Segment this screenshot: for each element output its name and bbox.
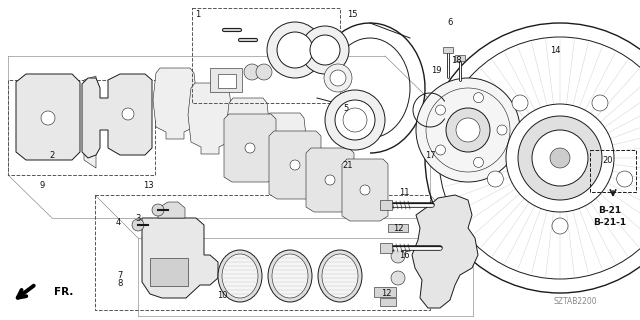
Polygon shape [153, 68, 197, 139]
Circle shape [335, 100, 375, 140]
Bar [380, 200, 392, 210]
Polygon shape [306, 148, 354, 212]
Circle shape [506, 104, 614, 212]
Circle shape [310, 35, 340, 65]
Polygon shape [158, 202, 185, 218]
Text: SZTAB2200: SZTAB2200 [553, 298, 597, 307]
Circle shape [256, 64, 272, 80]
Polygon shape [412, 195, 478, 308]
Circle shape [416, 78, 520, 182]
Polygon shape [226, 98, 270, 169]
Circle shape [617, 171, 633, 187]
Bar [380, 243, 392, 253]
Bar [388, 224, 408, 232]
Bar [374, 287, 396, 297]
Ellipse shape [272, 254, 308, 298]
Circle shape [446, 108, 490, 152]
Circle shape [487, 171, 503, 187]
Circle shape [244, 64, 260, 80]
Bar [380, 298, 396, 306]
Text: 6: 6 [447, 18, 452, 27]
Bar [192, 8, 340, 103]
Circle shape [360, 185, 370, 195]
Polygon shape [224, 114, 276, 182]
Text: 16: 16 [399, 252, 410, 260]
Text: 10: 10 [217, 291, 227, 300]
Text: 4: 4 [115, 218, 120, 227]
Circle shape [391, 271, 405, 285]
Text: 3: 3 [135, 213, 141, 222]
Circle shape [518, 116, 602, 200]
Circle shape [122, 108, 134, 120]
Ellipse shape [222, 254, 258, 298]
Circle shape [152, 204, 164, 216]
Text: 7: 7 [117, 270, 123, 279]
Bar [455, 55, 465, 61]
Circle shape [532, 130, 588, 186]
Circle shape [325, 90, 385, 150]
Text: 9: 9 [40, 180, 45, 189]
Polygon shape [188, 83, 232, 154]
Text: 1: 1 [195, 10, 200, 19]
Text: 8: 8 [117, 278, 123, 287]
Circle shape [391, 249, 405, 263]
Circle shape [497, 125, 507, 135]
Bar [218, 74, 236, 88]
Ellipse shape [318, 250, 362, 302]
Text: 11: 11 [399, 188, 409, 196]
Text: 2: 2 [49, 150, 54, 159]
Polygon shape [84, 76, 96, 168]
Bar [150, 258, 188, 286]
Circle shape [301, 26, 349, 74]
Circle shape [132, 219, 144, 231]
Text: 13: 13 [143, 180, 154, 189]
Polygon shape [263, 113, 307, 184]
Text: 15: 15 [347, 10, 357, 19]
Text: 20: 20 [603, 156, 613, 164]
Circle shape [277, 32, 313, 68]
Circle shape [592, 95, 608, 111]
Text: 19: 19 [431, 66, 441, 75]
Bar [210, 68, 242, 92]
Circle shape [435, 145, 445, 155]
Circle shape [512, 95, 528, 111]
Text: FR.: FR. [54, 287, 74, 297]
Polygon shape [16, 74, 80, 160]
Text: 18: 18 [451, 55, 461, 65]
Circle shape [456, 118, 480, 142]
Circle shape [290, 160, 300, 170]
Circle shape [41, 111, 55, 125]
Circle shape [267, 22, 323, 78]
Circle shape [245, 143, 255, 153]
Text: 5: 5 [344, 103, 349, 113]
Circle shape [474, 157, 483, 167]
Circle shape [330, 70, 346, 86]
Circle shape [552, 218, 568, 234]
Polygon shape [142, 218, 218, 298]
Polygon shape [82, 74, 152, 158]
Polygon shape [269, 131, 321, 199]
Text: 14: 14 [550, 45, 560, 54]
Text: B-21-1: B-21-1 [593, 218, 627, 227]
Circle shape [435, 105, 445, 115]
Ellipse shape [218, 250, 262, 302]
Circle shape [324, 64, 352, 92]
Ellipse shape [322, 254, 358, 298]
Bar [443, 47, 453, 53]
Polygon shape [342, 159, 388, 221]
Circle shape [325, 175, 335, 185]
Circle shape [550, 148, 570, 168]
Text: 17: 17 [425, 150, 435, 159]
Circle shape [474, 93, 483, 103]
Text: 21: 21 [343, 161, 353, 170]
Text: B-21: B-21 [598, 205, 621, 214]
Text: 12: 12 [393, 223, 403, 233]
Text: 12: 12 [381, 290, 391, 299]
Ellipse shape [268, 250, 312, 302]
Bar [590, 150, 636, 192]
